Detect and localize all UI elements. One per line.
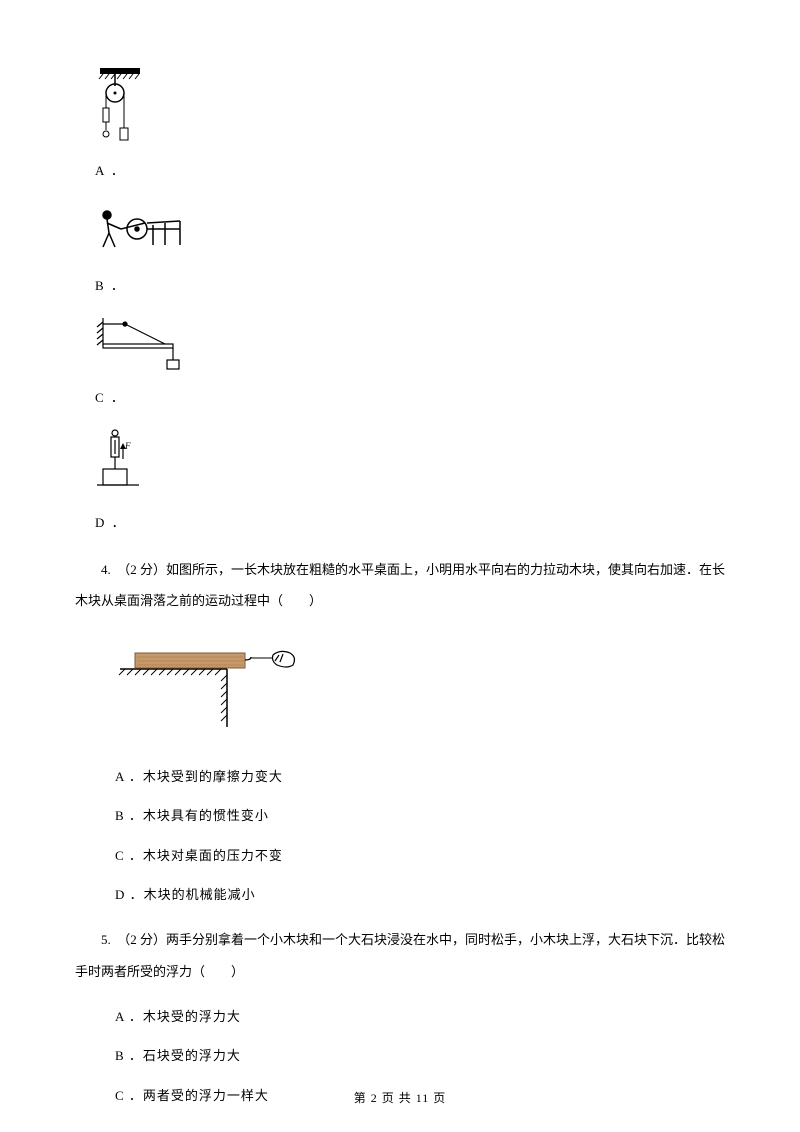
option-d-label: D ． <box>95 511 725 536</box>
q5-choice-a: A ．木块受的浮力大 <box>115 1005 725 1028</box>
option-b-row <box>95 203 725 268</box>
page-footer: 第 2 页 共 11 页 <box>0 1088 800 1110</box>
diagram-c-lever <box>95 318 190 380</box>
q4-text: 4. （2 分）如图所示，一长木块放在粗糙的水平桌面上，小明用水平向右的力拉动木… <box>75 554 725 616</box>
option-b-letter: B ． <box>95 274 126 299</box>
option-c-label: C ． <box>95 386 725 411</box>
svg-text:F: F <box>124 441 131 451</box>
q4-choice-c: C ．木块对桌面的压力不变 <box>115 844 725 867</box>
q5-text: 5. （2 分）两手分别拿着一个小木块和一个大石块浸没在水中，同时松手，小木块上… <box>75 924 725 986</box>
q4-figure <box>115 635 725 737</box>
option-c-letter: C ． <box>95 386 126 411</box>
q4-choice-b: B ．木块具有的惯性变小 <box>115 804 725 827</box>
q5-choice-b: B ．石块受的浮力大 <box>115 1044 725 1067</box>
option-a-row <box>95 68 725 153</box>
option-d-row: F <box>95 429 725 504</box>
option-d-letter: D ． <box>95 511 127 536</box>
option-b-label: B ． <box>95 274 725 299</box>
option-a-letter: A ． <box>95 159 126 184</box>
diagram-a-pulley <box>95 68 145 153</box>
option-c-row <box>95 318 725 380</box>
diagram-d-spring: F <box>95 429 145 504</box>
q4-choice-d: D ．木块的机械能减小 <box>115 883 725 906</box>
q4-choice-a: A ．木块受到的摩擦力变大 <box>115 765 725 788</box>
option-a-label: A ． <box>95 159 725 184</box>
diagram-b-wheelbarrow <box>95 203 195 268</box>
